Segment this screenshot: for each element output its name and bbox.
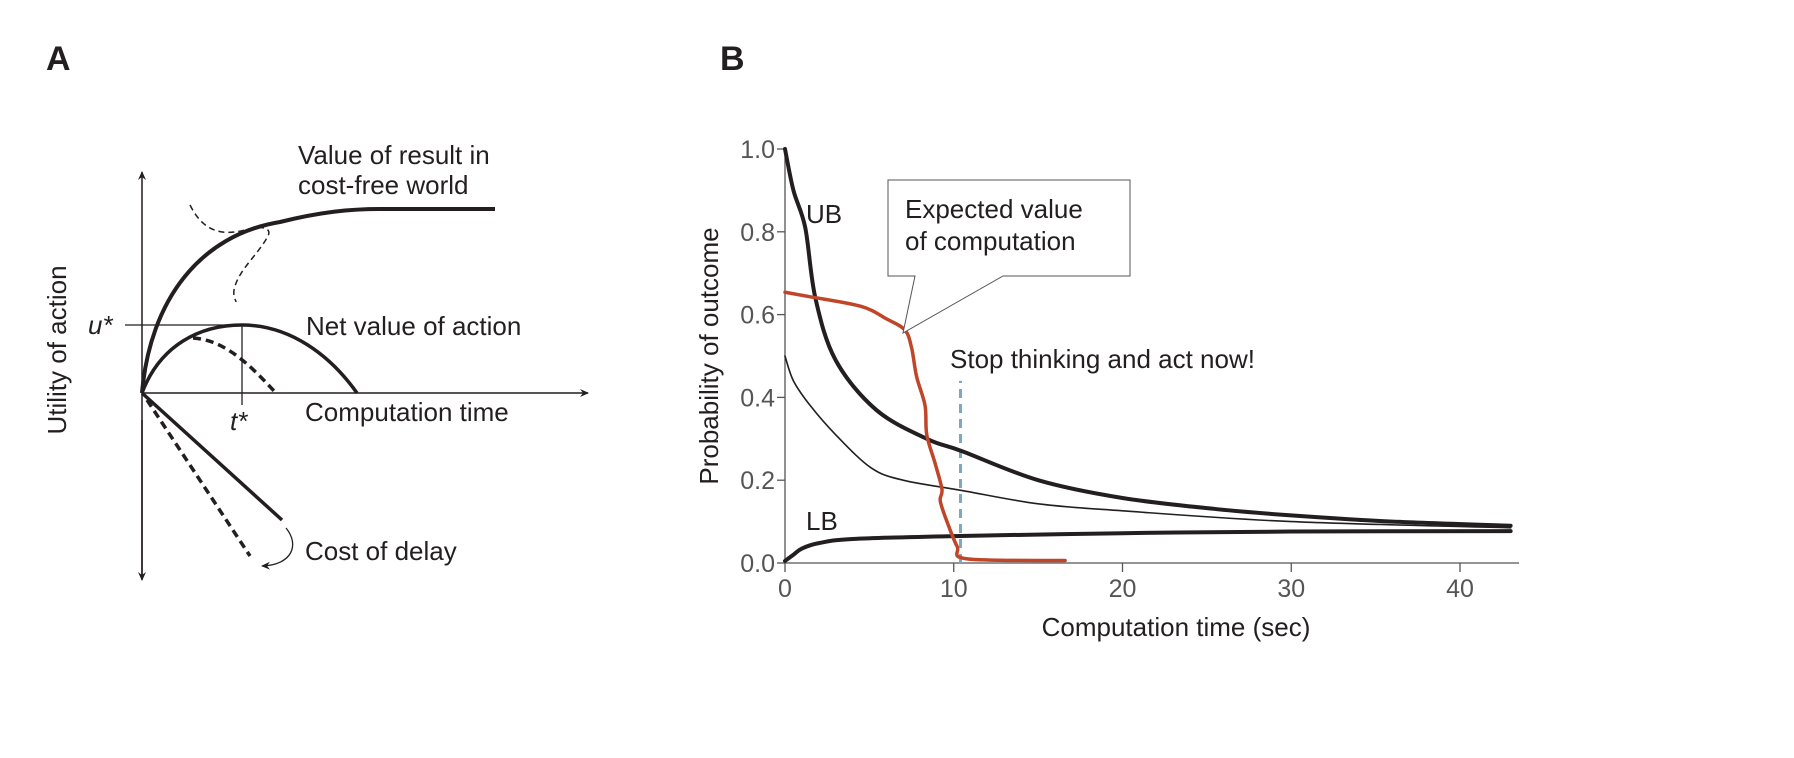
- x-tick-label: 10: [940, 575, 968, 603]
- x-tick-label: 40: [1446, 575, 1474, 603]
- x-axis-label-b: Computation time (sec): [1042, 612, 1311, 642]
- panel-b-label: B: [720, 40, 745, 78]
- value-label-line2: cost-free world: [298, 170, 469, 200]
- u-star-label: u*: [88, 310, 113, 340]
- y-axis-label: Utility of action: [42, 265, 72, 434]
- y-tick-label: 0.6: [740, 302, 775, 330]
- value-curve-deviation: [189, 204, 270, 303]
- x-tick-label: 20: [1109, 575, 1137, 603]
- net-value-curve-dashed: [192, 336, 277, 394]
- x-tick-label: 30: [1277, 575, 1305, 603]
- cost-label: Cost of delay: [305, 536, 457, 566]
- lb-curve: [783, 529, 1513, 563]
- panel-b: B Probability of outcome Computation tim…: [694, 40, 1520, 642]
- evc-label-2: of computation: [905, 226, 1076, 256]
- ub-curve: [783, 147, 1513, 528]
- stop-label: Stop thinking and act now!: [950, 344, 1255, 374]
- lb-label: LB: [806, 506, 838, 536]
- cost-line: [140, 391, 284, 522]
- cost-line-dashed: [145, 399, 252, 557]
- evc-callout-box: [887, 179, 1131, 334]
- evc-curve: [783, 290, 1067, 563]
- x-tick-label: 0: [778, 575, 792, 603]
- y-tick-label: 0.0: [740, 550, 775, 578]
- y-tick-label: 0.4: [740, 384, 775, 412]
- evc-label-1: Expected value: [905, 194, 1083, 224]
- value-label-line1: Value of result in: [298, 140, 490, 170]
- net-label: Net value of action: [306, 311, 521, 341]
- ub-label: UB: [806, 199, 842, 229]
- panel-a-label: A: [46, 40, 71, 78]
- t-star-label: t*: [230, 406, 248, 436]
- y-tick-label: 1.0: [740, 136, 775, 164]
- panel-a: A Utility of action Computation time u* …: [42, 40, 589, 581]
- cost-arrow: [261, 527, 294, 570]
- value-curve: [140, 207, 495, 394]
- x-axis-label: Computation time: [305, 397, 509, 427]
- y-axis-label-b: Probability of outcome: [694, 227, 724, 484]
- y-tick-label: 0.2: [740, 467, 775, 495]
- y-tick-label: 0.8: [740, 219, 775, 247]
- middle-curve: [784, 355, 1512, 529]
